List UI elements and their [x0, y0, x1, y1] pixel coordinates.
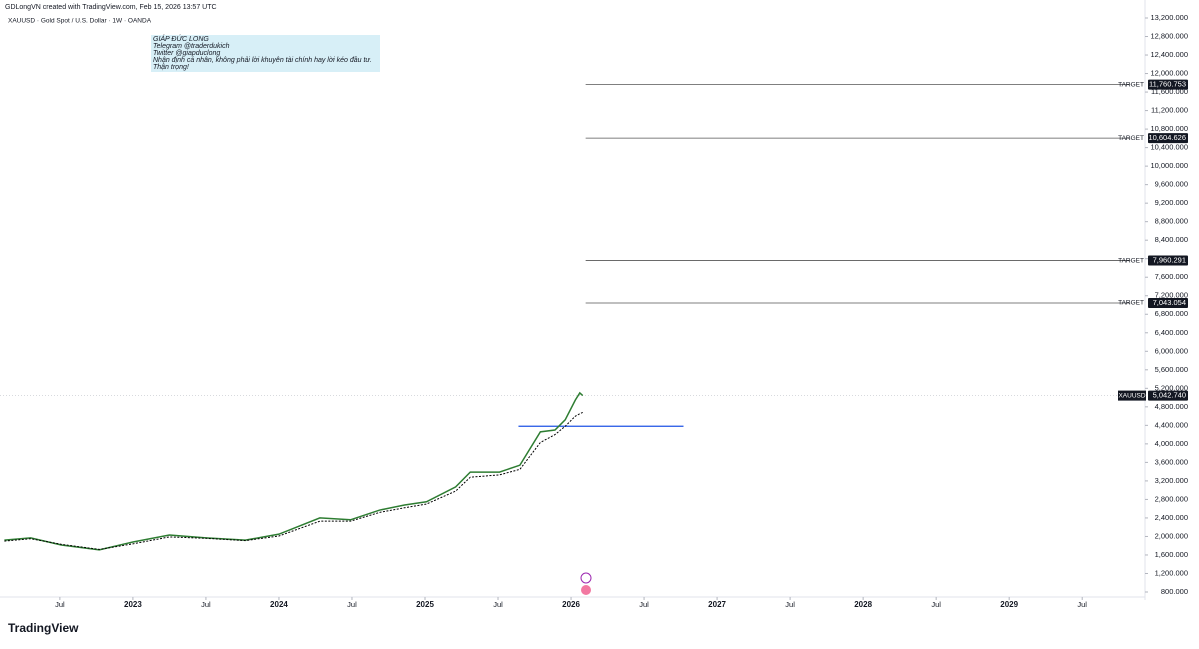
y-tick-label: 11,200.000 — [1151, 106, 1188, 115]
event-icon — [580, 572, 592, 584]
y-tick-label: 8,800.000 — [1155, 217, 1188, 226]
y-tick-label: 9,200.000 — [1155, 198, 1188, 207]
price-value-box — [1148, 390, 1188, 401]
note-line: Thận trọng! — [153, 64, 189, 71]
target-value-box — [1148, 255, 1188, 266]
y-tick-label: 800.000 — [1161, 587, 1188, 596]
x-tick-label: Jul — [639, 600, 649, 609]
note-line: GIÁP ĐỨC LONG — [153, 34, 209, 43]
y-tick-label: 10,000.000 — [1150, 161, 1188, 170]
target-value: 11,760.753 — [1149, 80, 1186, 89]
y-tick-label: 6,000.000 — [1155, 346, 1188, 355]
x-tick-label: 2026 — [562, 600, 580, 609]
x-tick-label: 2023 — [124, 600, 142, 609]
y-tick-label: 3,200.000 — [1155, 476, 1188, 485]
x-tick-label: Jul — [493, 600, 503, 609]
y-tick-label: 9,600.000 — [1155, 180, 1188, 189]
target-label: TARGET — [1118, 257, 1144, 264]
y-tick-label: 2,000.000 — [1155, 531, 1188, 540]
x-tick-label: Jul — [201, 600, 211, 609]
target-value: 10,604.626 — [1148, 133, 1186, 142]
y-tick-label: 10,400.000 — [1150, 143, 1188, 152]
y-tick-label: 2,400.000 — [1155, 513, 1188, 522]
y-tick-label: 10,800.000 — [1150, 124, 1188, 133]
y-tick-label: 6,800.000 — [1155, 309, 1188, 318]
target-value-box — [1148, 298, 1188, 309]
y-tick-label: 12,400.000 — [1150, 50, 1188, 59]
price-name: XAUUSD — [1118, 392, 1145, 399]
x-tick-label: 2028 — [854, 600, 872, 609]
x-tick-label: Jul — [931, 600, 941, 609]
chart-title: XAUUSD · Gold Spot / U.S. Dollar · 1W · … — [8, 18, 152, 25]
y-tick-label: 4,800.000 — [1155, 402, 1188, 411]
moving-average — [4, 411, 583, 550]
x-tick-label: Jul — [1077, 600, 1087, 609]
header: GDLongVN created with TradingView.com, F… — [5, 4, 217, 11]
y-tick-label: 1,600.000 — [1155, 550, 1188, 559]
x-tick-label: Jul — [785, 600, 795, 609]
price-name-box — [1118, 390, 1146, 401]
x-tick-label: 2027 — [708, 600, 726, 609]
x-tick-label: Jul — [347, 600, 357, 609]
x-tick-label: 2029 — [1000, 600, 1018, 609]
y-tick-label: 6,400.000 — [1155, 328, 1188, 337]
x-tick-label: 2024 — [270, 600, 288, 609]
y-tick-label: 7,600.000 — [1155, 272, 1188, 281]
y-tick-label: 11,600.000 — [1151, 87, 1188, 96]
target-label: TARGET — [1118, 81, 1144, 88]
x-tick-label: Jul — [55, 600, 65, 609]
y-tick-label: 4,000.000 — [1155, 439, 1188, 448]
price-line-series — [4, 391, 584, 551]
note-line: Twitter @giapduclong — [153, 50, 220, 57]
note-box — [151, 35, 380, 72]
y-tick-label: 5,600.000 — [1155, 365, 1188, 374]
price-value: 5,042.740 — [1153, 391, 1186, 400]
note-line: Telegram @traderdukich — [153, 43, 230, 50]
target-value: 7,043.054 — [1153, 298, 1186, 307]
target-value-box — [1148, 79, 1188, 90]
y-tick-label: 2,800.000 — [1155, 494, 1188, 503]
target-value-box — [1148, 133, 1188, 144]
y-tick-label: 5,200.000 — [1155, 383, 1188, 392]
target-label: TARGET — [1118, 300, 1144, 307]
note-line: Nhận định cá nhân, không phải lời khuyên… — [153, 55, 372, 64]
y-tick-label: 12,800.000 — [1150, 32, 1188, 41]
x-tick-label: 2025 — [416, 600, 434, 609]
y-tick-label: 8,400.000 — [1155, 235, 1188, 244]
y-tick-label: 4,400.000 — [1155, 420, 1188, 429]
y-tick-label: 1,200.000 — [1155, 568, 1188, 577]
target-value: 7,960.291 — [1153, 256, 1186, 265]
y-tick-label: 7,200.000 — [1155, 291, 1188, 300]
y-tick-label: 12,000.000 — [1150, 69, 1188, 78]
y-tick-label: 3,600.000 — [1155, 457, 1188, 466]
event-icon — [581, 585, 591, 595]
logo: TradingView — [8, 621, 79, 635]
y-tick-label: 13,200.000 — [1150, 13, 1188, 22]
target-label: TARGET — [1118, 135, 1144, 142]
